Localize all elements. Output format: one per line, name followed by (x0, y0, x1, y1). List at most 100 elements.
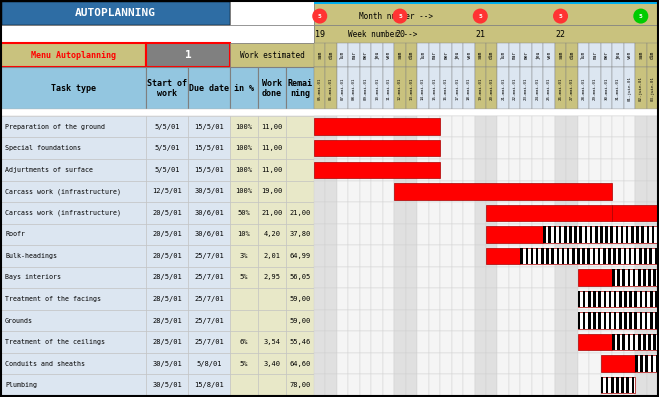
Bar (623, 374, 635, 396)
Text: 5/5/01: 5/5/01 (154, 167, 180, 173)
Bar (258, 245, 286, 267)
Bar (337, 67, 349, 109)
Bar (258, 288, 286, 310)
Bar (474, 288, 486, 310)
Bar (646, 310, 658, 331)
Bar (440, 202, 451, 224)
Bar (286, 245, 314, 267)
Bar (612, 245, 623, 267)
Text: 1: 1 (185, 50, 191, 60)
Bar (406, 159, 417, 181)
Bar (498, 43, 509, 67)
Bar (646, 137, 658, 159)
Bar (406, 116, 417, 137)
Bar (532, 224, 543, 245)
Bar (451, 267, 463, 288)
Bar (314, 181, 326, 202)
Bar (1, 109, 658, 116)
Bar (360, 374, 371, 396)
Text: 07-mai-01: 07-mai-01 (341, 77, 345, 100)
Bar (188, 353, 230, 374)
Bar (498, 224, 509, 245)
Bar (428, 202, 440, 224)
Text: ven: ven (467, 51, 471, 59)
Bar (583, 248, 585, 264)
Bar (286, 267, 314, 288)
Bar (440, 43, 451, 67)
Bar (286, 116, 314, 137)
Bar (428, 116, 440, 137)
Text: mar: mar (432, 51, 437, 59)
Bar (608, 248, 611, 264)
Bar (258, 159, 286, 181)
Text: 30-mai-01: 30-mai-01 (604, 77, 608, 100)
Bar (555, 159, 566, 181)
Text: Task type: Task type (51, 84, 96, 93)
Bar (394, 67, 406, 109)
Bar (655, 312, 658, 329)
Bar (474, 202, 486, 224)
Bar (600, 355, 635, 372)
Bar (604, 291, 606, 307)
Bar (1, 374, 146, 396)
Bar (635, 353, 646, 374)
Bar (600, 374, 612, 396)
Bar (428, 159, 440, 181)
Bar (578, 159, 589, 181)
Text: 28/5/01: 28/5/01 (152, 296, 182, 302)
Bar (188, 245, 230, 267)
Bar (451, 310, 463, 331)
Bar (600, 288, 612, 310)
Text: 50%: 50% (238, 210, 250, 216)
Bar (230, 202, 258, 224)
Bar (394, 116, 406, 137)
Bar (635, 374, 646, 396)
Bar (635, 310, 646, 331)
Text: 25/7/01: 25/7/01 (194, 253, 224, 259)
Bar (371, 331, 383, 353)
Bar (627, 334, 630, 350)
Bar (604, 312, 606, 329)
Bar (349, 267, 360, 288)
Bar (521, 43, 532, 67)
Text: Treatment of the ceilings: Treatment of the ceilings (5, 339, 105, 345)
Bar (451, 288, 463, 310)
Text: 11,00: 11,00 (262, 124, 283, 130)
Bar (578, 334, 612, 350)
Text: 21,00: 21,00 (289, 210, 310, 216)
Bar (383, 224, 394, 245)
Bar (633, 269, 635, 286)
Text: 78,00: 78,00 (289, 382, 310, 388)
Bar (498, 67, 509, 109)
Bar (589, 116, 600, 137)
Bar (577, 248, 580, 264)
Bar (230, 374, 258, 396)
Text: Start of
work: Start of work (147, 79, 187, 98)
Bar (417, 288, 428, 310)
Text: 30/6/01: 30/6/01 (194, 231, 224, 237)
Bar (326, 116, 337, 137)
Bar (609, 291, 612, 307)
Bar (326, 374, 337, 396)
Bar (498, 137, 509, 159)
Bar (589, 202, 600, 224)
Bar (360, 137, 371, 159)
Bar (566, 224, 578, 245)
Text: 20/5/01: 20/5/01 (152, 210, 182, 216)
Bar (566, 181, 578, 202)
Bar (474, 137, 486, 159)
Bar (509, 288, 521, 310)
Bar (286, 137, 314, 159)
Bar (629, 312, 632, 329)
Text: 23-mai-01: 23-mai-01 (524, 77, 528, 100)
Text: 15-mai-01: 15-mai-01 (432, 77, 436, 100)
Bar (188, 331, 230, 353)
Text: Work estimated: Work estimated (240, 51, 304, 60)
Text: 100%: 100% (235, 145, 252, 151)
Text: 5: 5 (639, 13, 643, 19)
Bar (474, 159, 486, 181)
Bar (623, 331, 635, 353)
Bar (509, 137, 521, 159)
Text: 28-mai-01: 28-mai-01 (581, 77, 585, 100)
Bar (635, 288, 646, 310)
